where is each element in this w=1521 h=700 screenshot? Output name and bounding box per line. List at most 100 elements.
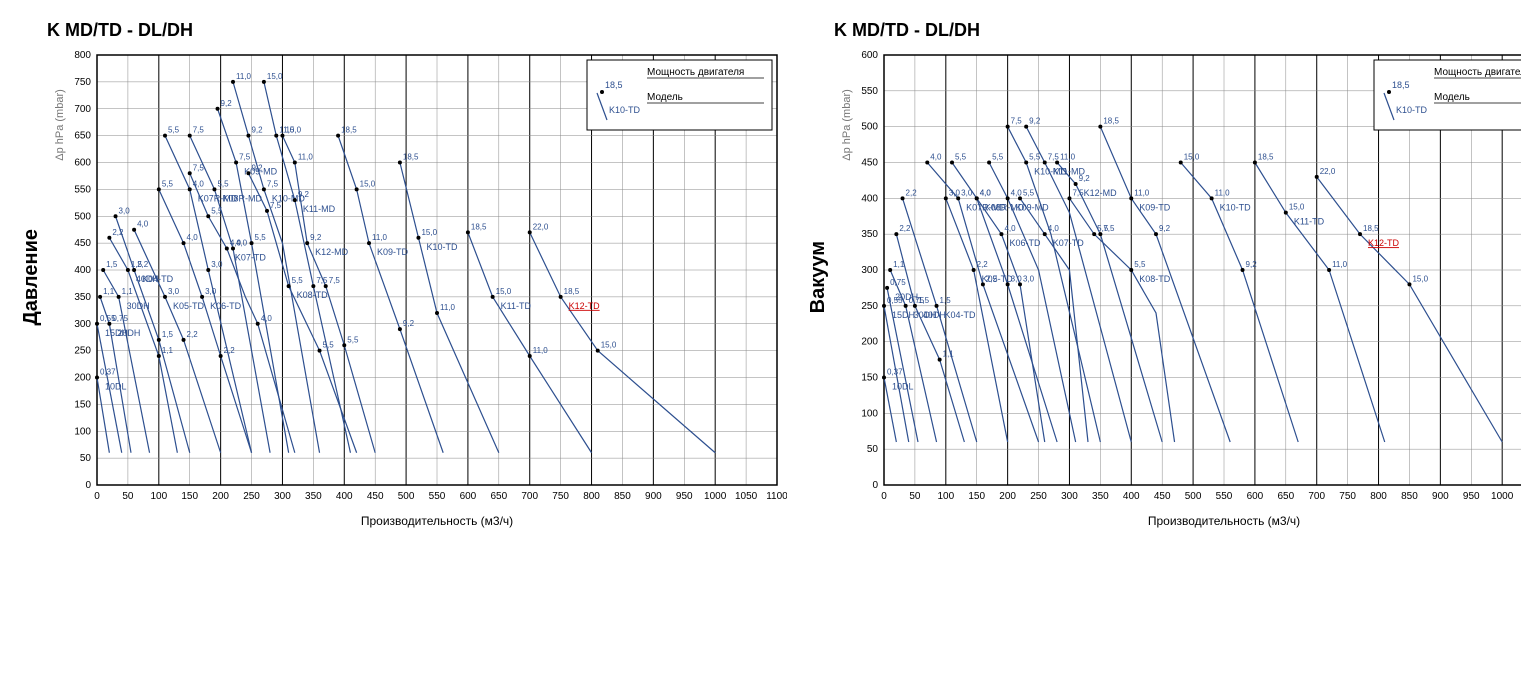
svg-text:7,5: 7,5 — [193, 126, 205, 135]
svg-text:550: 550 — [74, 184, 91, 195]
svg-text:1,1: 1,1 — [122, 287, 134, 296]
svg-text:9,2: 9,2 — [251, 126, 263, 135]
svg-text:7,5: 7,5 — [270, 201, 282, 210]
svg-text:9,2: 9,2 — [1079, 174, 1091, 183]
svg-text:15,0: 15,0 — [1412, 274, 1428, 283]
svg-text:2,2: 2,2 — [977, 260, 989, 269]
svg-text:9,2: 9,2 — [1159, 224, 1171, 233]
svg-text:5,5: 5,5 — [162, 179, 174, 188]
vacuum-title: K MD/TD - DL/DH — [834, 20, 1521, 41]
svg-text:K12-MD: K12-MD — [315, 247, 349, 257]
svg-text:11,0: 11,0 — [298, 153, 314, 162]
svg-text:7,5: 7,5 — [1048, 153, 1060, 162]
vacuum-svg: 0501001502002503003504004505005506006507… — [834, 45, 1521, 535]
svg-text:800: 800 — [583, 491, 600, 502]
svg-text:700: 700 — [1308, 491, 1325, 502]
svg-text:800: 800 — [1370, 491, 1387, 502]
svg-text:4,0: 4,0 — [930, 153, 942, 162]
svg-text:Мощность двигателя: Мощность двигателя — [647, 67, 744, 78]
svg-text:100: 100 — [861, 408, 878, 419]
svg-text:350: 350 — [305, 491, 322, 502]
svg-text:450: 450 — [74, 238, 91, 249]
svg-text:5,5: 5,5 — [255, 233, 267, 242]
svg-text:K10-TD: K10-TD — [426, 242, 458, 252]
svg-text:K09-TD: K09-TD — [1139, 202, 1171, 212]
svg-text:250: 250 — [74, 346, 91, 357]
svg-text:9,2: 9,2 — [310, 233, 322, 242]
svg-text:250: 250 — [243, 491, 260, 502]
svg-text:K07-TD: K07-TD — [1053, 238, 1085, 248]
svg-text:5,5: 5,5 — [323, 341, 335, 350]
svg-text:K11-TD: K11-TD — [501, 301, 532, 311]
svg-text:2,2: 2,2 — [906, 188, 918, 197]
svg-text:3,0: 3,0 — [168, 287, 180, 296]
svg-text:300: 300 — [1061, 491, 1078, 502]
svg-text:11,0: 11,0 — [372, 233, 388, 242]
svg-text:K10-TD: K10-TD — [1220, 202, 1252, 212]
svg-text:9,2: 9,2 — [1246, 260, 1258, 269]
svg-text:18,5: 18,5 — [471, 222, 487, 231]
svg-text:11,0: 11,0 — [1215, 188, 1231, 197]
svg-text:18,5: 18,5 — [1103, 117, 1119, 126]
svg-text:10DL: 10DL — [892, 382, 914, 392]
svg-text:9,2: 9,2 — [251, 163, 263, 172]
svg-text:1000: 1000 — [1491, 491, 1514, 502]
svg-text:300: 300 — [861, 265, 878, 276]
svg-text:1,5: 1,5 — [940, 296, 952, 305]
svg-text:7,5: 7,5 — [1011, 117, 1023, 126]
svg-text:300: 300 — [274, 491, 291, 502]
svg-text:18,5: 18,5 — [1363, 224, 1379, 233]
svg-text:4,0: 4,0 — [137, 220, 149, 229]
svg-text:450: 450 — [1154, 491, 1171, 502]
svg-text:650: 650 — [74, 131, 91, 142]
svg-text:5,5: 5,5 — [1097, 224, 1109, 233]
svg-text:3,0: 3,0 — [205, 287, 217, 296]
svg-text:7,5: 7,5 — [1072, 188, 1084, 197]
svg-text:K11-TD: K11-TD — [1294, 217, 1325, 227]
svg-text:600: 600 — [74, 158, 91, 169]
svg-text:550: 550 — [1216, 491, 1233, 502]
svg-text:K07-TD: K07-TD — [235, 253, 267, 263]
svg-text:50: 50 — [122, 491, 134, 502]
svg-text:1100: 1100 — [766, 491, 787, 502]
svg-text:2,2: 2,2 — [899, 224, 911, 233]
svg-text:9,2: 9,2 — [403, 319, 415, 328]
svg-text:650: 650 — [1277, 491, 1294, 502]
svg-text:5,5: 5,5 — [292, 276, 304, 285]
svg-text:Модель: Модель — [1434, 92, 1470, 103]
svg-text:350: 350 — [861, 229, 878, 240]
svg-text:250: 250 — [1030, 491, 1047, 502]
svg-text:1,1: 1,1 — [943, 350, 955, 359]
svg-text:7,5: 7,5 — [329, 276, 341, 285]
svg-text:4,0: 4,0 — [1011, 188, 1023, 197]
svg-text:900: 900 — [645, 491, 662, 502]
svg-text:11,0: 11,0 — [440, 303, 456, 312]
svg-text:150: 150 — [968, 491, 985, 502]
svg-text:K06-TD: K06-TD — [210, 301, 242, 311]
svg-text:1,5: 1,5 — [918, 296, 930, 305]
svg-text:500: 500 — [398, 491, 415, 502]
svg-text:K11-MD: K11-MD — [303, 204, 336, 214]
svg-text:40DH: 40DH — [923, 310, 946, 320]
svg-text:400: 400 — [1123, 491, 1140, 502]
pressure-svg: 0501001502002503003504004505005506006507… — [47, 45, 787, 535]
svg-text:K12-TD: K12-TD — [1368, 238, 1400, 248]
svg-text:2,2: 2,2 — [224, 346, 236, 355]
svg-text:Производительность (м3/ч): Производительность (м3/ч) — [1148, 514, 1300, 528]
svg-text:0: 0 — [872, 480, 878, 491]
svg-text:750: 750 — [1339, 491, 1356, 502]
svg-text:15,0: 15,0 — [360, 179, 376, 188]
svg-text:1,5: 1,5 — [162, 330, 174, 339]
svg-text:18,5: 18,5 — [403, 153, 419, 162]
svg-text:K12-TD: K12-TD — [569, 301, 601, 311]
svg-text:0,37: 0,37 — [100, 368, 116, 377]
pressure-side-label: Давление — [20, 229, 43, 325]
svg-text:750: 750 — [552, 491, 569, 502]
svg-text:150: 150 — [74, 399, 91, 410]
svg-text:150: 150 — [181, 491, 198, 502]
svg-text:Δp hPa (mbar): Δp hPa (mbar) — [54, 89, 66, 161]
svg-text:0,75: 0,75 — [112, 314, 128, 323]
svg-text:200: 200 — [861, 337, 878, 348]
svg-text:5,5: 5,5 — [217, 179, 229, 188]
svg-text:450: 450 — [367, 491, 384, 502]
